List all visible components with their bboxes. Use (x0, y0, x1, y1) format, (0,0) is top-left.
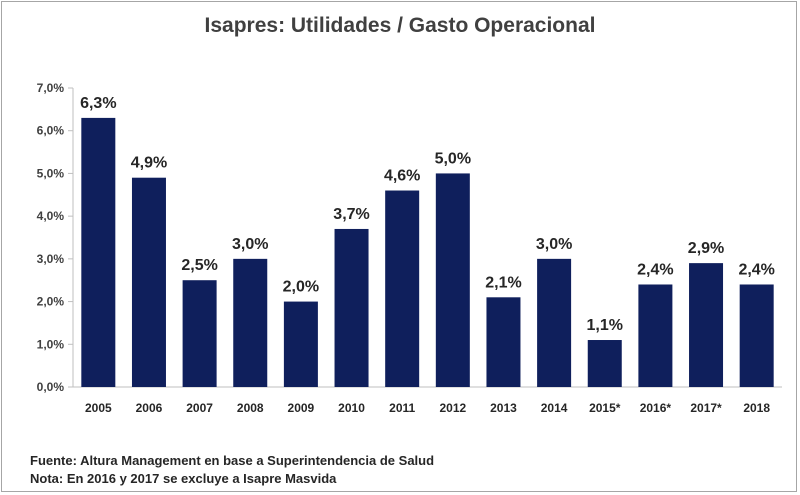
data-label: 6,3% (80, 95, 116, 112)
data-label: 3,0% (536, 236, 572, 253)
x-tick-label: 2018 (743, 401, 770, 415)
bar (739, 284, 774, 387)
x-tick-label: 2016* (640, 401, 672, 415)
data-label: 2,5% (181, 257, 217, 274)
x-tick-label: 2005 (85, 401, 112, 415)
bar (81, 117, 116, 388)
x-tick-label: 2014 (541, 401, 568, 415)
x-tick-label: 2013 (490, 401, 517, 415)
x-tick-label: 2011 (389, 401, 415, 415)
y-tick-label: 7,0% (37, 81, 65, 95)
bar (638, 284, 673, 387)
bar (233, 258, 268, 387)
bar (131, 177, 166, 387)
x-tick-label: 2017* (690, 401, 722, 415)
bar (486, 297, 521, 387)
data-label: 3,7% (333, 206, 369, 223)
bar (283, 301, 318, 387)
bar (689, 263, 724, 387)
x-tick-label: 2006 (136, 401, 163, 415)
chart-notes: Fuente: Altura Management en base a Supe… (30, 452, 434, 488)
y-tick-label: 4,0% (37, 209, 65, 223)
data-label: 4,6% (384, 168, 420, 185)
chart-title: Isapres: Utilidades / Gasto Operacional (204, 14, 596, 37)
y-tick-label: 1,0% (37, 337, 65, 351)
x-tick-label: 2012 (439, 401, 466, 415)
x-tick-label: 2007 (186, 401, 213, 415)
data-label: 2,4% (738, 261, 774, 278)
x-tick-label: 2008 (237, 401, 264, 415)
data-label: 2,0% (283, 279, 319, 296)
y-tick-label: 2,0% (37, 295, 65, 309)
bar (587, 340, 622, 387)
bar (435, 173, 470, 387)
data-label: 3,0% (232, 236, 268, 253)
y-tick-label: 6,0% (37, 124, 65, 138)
y-tick-label: 3,0% (37, 252, 65, 266)
bar (182, 280, 217, 387)
data-label: 1,1% (587, 317, 623, 334)
x-tick-label: 2015* (589, 401, 621, 415)
y-tick-label: 5,0% (37, 166, 65, 180)
x-tick-label: 2009 (288, 401, 315, 415)
bar (385, 190, 420, 387)
y-tick-label: 0,0% (37, 380, 65, 394)
bar (537, 258, 572, 387)
bar (334, 228, 369, 387)
source-note: Fuente: Altura Management en base a Supe… (30, 453, 435, 468)
data-label: 4,9% (131, 155, 167, 172)
data-label: 2,9% (688, 240, 724, 257)
exclusion-note: Nota: En 2016 y 2017 se excluye a Isapre… (30, 471, 337, 486)
data-label: 2,4% (637, 261, 673, 278)
x-tick-label: 2010 (338, 401, 365, 415)
data-label: 2,1% (485, 274, 521, 291)
data-label: 5,0% (435, 150, 471, 167)
